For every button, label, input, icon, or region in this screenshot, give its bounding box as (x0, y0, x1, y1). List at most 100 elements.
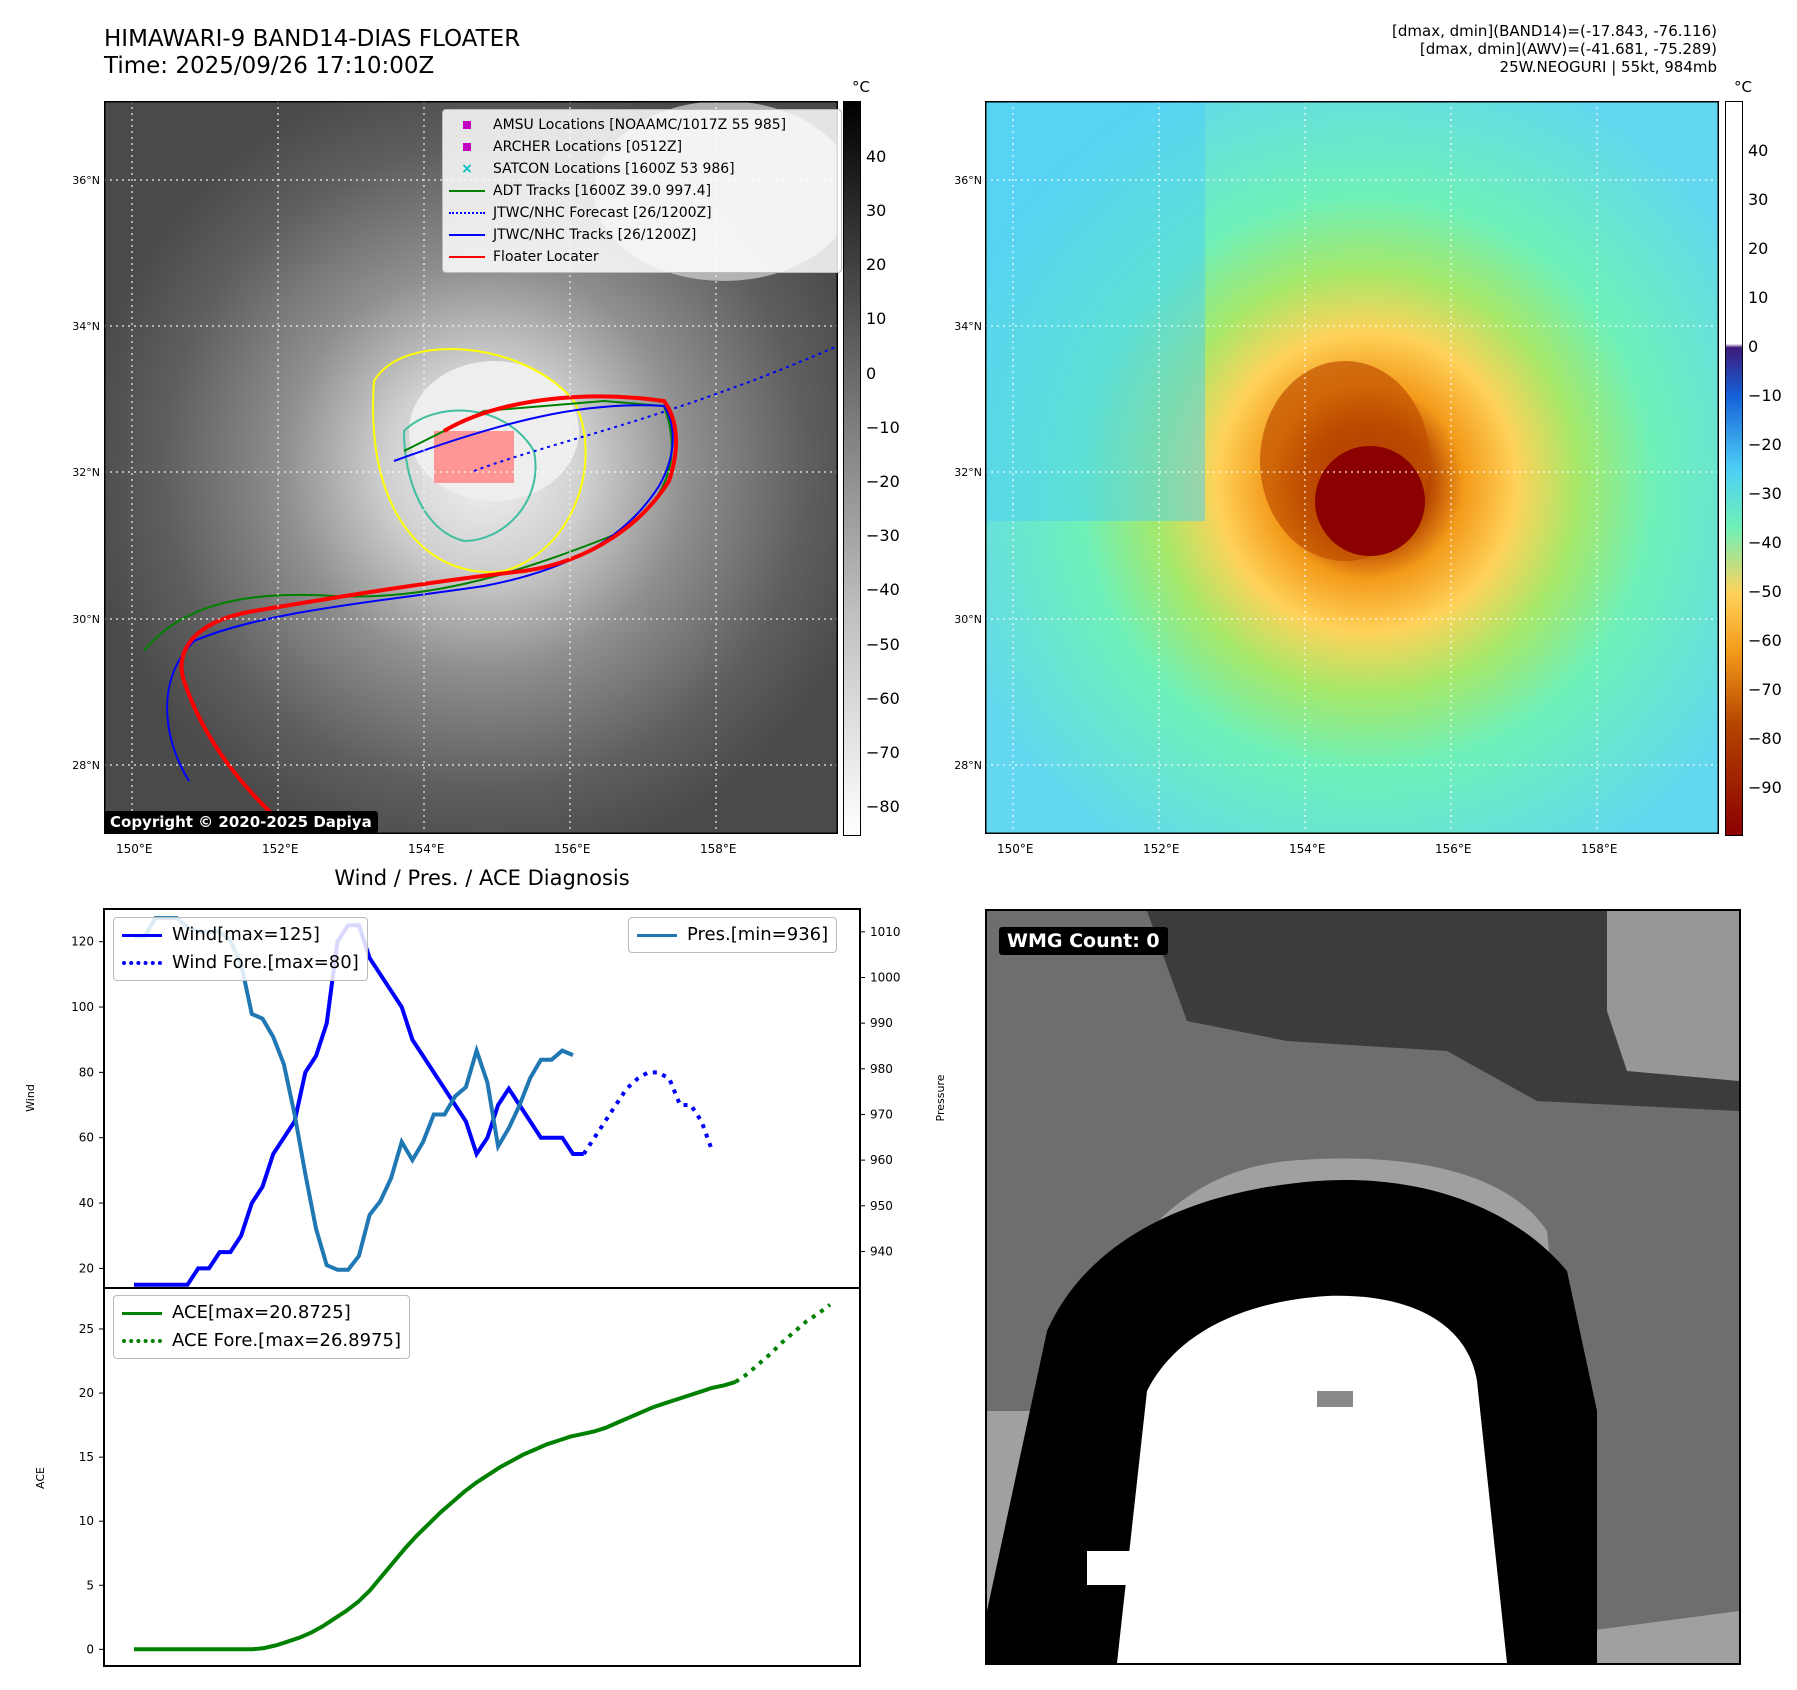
info-line-1: [dmax, dmin](BAND14)=(-17.843, -76.116) (1392, 22, 1717, 40)
legend-entry: JTWC/NHC Forecast [26/1200Z] (449, 202, 835, 224)
y-tick-label: 10 (79, 1514, 94, 1528)
legend-entry: AMSU Locations [NOAAMC/1017Z 55 985] (449, 114, 835, 136)
legend-label: ADT Tracks [1600Z 39.0 997.4] (493, 183, 712, 199)
title-line-1: HIMAWARI-9 BAND14-DIAS FLOATER (104, 26, 521, 52)
legend-label: Floater Locater (493, 249, 599, 265)
copyright-badge: Copyright © 2020-2025 Dapiya (104, 811, 378, 833)
lat-label: 30°N (954, 613, 982, 626)
y2-tick-label: 950 (870, 1199, 893, 1213)
legend-label: JTWC/NHC Tracks [26/1200Z] (493, 227, 697, 243)
lat-label: 28°N (954, 759, 982, 772)
colorbar-tick: 40 (1748, 141, 1769, 160)
colorbar-tick: 30 (1748, 190, 1769, 209)
colorbar-tick: −30 (1748, 484, 1782, 503)
y2-tick-label: 1010 (870, 925, 901, 939)
awv-map-panel (984, 100, 1720, 835)
jtwc-forecast-line (473, 345, 839, 472)
title-line-2: Time: 2025/09/26 17:10:00Z (104, 53, 435, 79)
awv-lat-labels: 36°N 34°N 32°N 30°N 28°N (940, 101, 982, 834)
colorbar-tick: −50 (866, 635, 900, 654)
diagnosis-title: Wind / Pres. / ACE Diagnosis (334, 866, 630, 890)
floater-locater-track (179, 394, 678, 836)
legend-entry: Wind Fore.[max=80] (122, 949, 359, 977)
awv-colorbar-unit: °C (1734, 78, 1752, 96)
legend-label: Wind Fore.[max=80] (172, 952, 359, 973)
ir-lat-labels: 36°N 34°N 32°N 30°N 28°N (58, 101, 100, 834)
y-tick-label: 0 (86, 1642, 94, 1656)
lon-label: 152°E (1143, 842, 1180, 856)
legend-label: ACE[max=20.8725] (172, 1302, 351, 1323)
wind-legend: Wind[max=125] Wind Fore.[max=80] (113, 917, 368, 981)
legend-label: Wind[max=125] (172, 924, 320, 945)
legend-label: Pres.[min=936] (687, 924, 829, 945)
y-tick-label: 60 (79, 1131, 94, 1145)
lon-label: 150°E (997, 842, 1034, 856)
figure-title: HIMAWARI-9 BAND14-DIAS FLOATER Time: 202… (104, 26, 520, 80)
legend-label: ARCHER Locations [0512Z] (493, 139, 683, 155)
y2-tick-label: 970 (870, 1107, 893, 1121)
adt-track-line (143, 399, 673, 652)
lat-label: 28°N (72, 759, 100, 772)
lon-label: 158°E (1581, 842, 1618, 856)
legend-swatch (449, 136, 485, 158)
colorbar-tick: −80 (1748, 729, 1782, 748)
awv-colorbar (1725, 101, 1743, 836)
y2-tick-label: 960 (870, 1153, 893, 1167)
colorbar-tick: −60 (866, 689, 900, 708)
legend-entry: ACE[max=20.8725] (122, 1299, 401, 1327)
floater-box (434, 431, 514, 483)
lon-label: 152°E (262, 842, 299, 856)
diagnostic-info: [dmax, dmin](BAND14)=(-17.843, -76.116) … (1117, 22, 1717, 76)
legend-swatch (449, 114, 485, 136)
y-tick-label: 5 (86, 1578, 94, 1592)
legend-label: AMSU Locations [NOAAMC/1017Z 55 985] (493, 117, 787, 133)
colorbar-tick: −30 (866, 526, 900, 545)
lon-label: 156°E (1435, 842, 1472, 856)
ir-colorbar-unit: °C (852, 78, 870, 96)
legend-entry: Floater Locater (449, 246, 835, 268)
lat-label: 32°N (954, 466, 982, 479)
colorbar-tick: 0 (866, 364, 877, 383)
legend-swatch (122, 1311, 162, 1315)
colorbar-tick: −10 (866, 418, 900, 437)
lat-label: 34°N (954, 320, 982, 333)
legend-swatch (637, 933, 677, 937)
colorbar-tick: −80 (866, 797, 900, 816)
colorbar-tick: 20 (866, 255, 887, 274)
awv-map-image (984, 100, 1720, 835)
y2-tick-label: 990 (870, 1016, 893, 1030)
lat-label: 36°N (72, 174, 100, 187)
legend-swatch: × (461, 161, 473, 177)
lat-label: 36°N (954, 174, 982, 187)
legend-swatch (449, 256, 485, 258)
wmg-count-badge: WMG Count: 0 (999, 927, 1168, 955)
colorbar-tick: 20 (1748, 239, 1769, 258)
pressure-legend: Pres.[min=936] (628, 917, 838, 953)
coldest-cloud-contour (402, 409, 537, 543)
legend-entry: Pres.[min=936] (637, 921, 828, 949)
y-tick-label: 20 (79, 1261, 94, 1275)
colorbar-tick: −70 (866, 743, 900, 762)
colorbar-tick: −40 (1748, 533, 1782, 552)
y-tick-label: 100 (71, 1000, 94, 1014)
map-gridlines (985, 101, 1719, 834)
colorbar-tick: 0 (1748, 337, 1759, 356)
y-tick-label: 40 (79, 1196, 94, 1210)
legend-entry: ACE Fore.[max=26.8975] (122, 1327, 401, 1355)
colorbar-tick: −20 (1748, 435, 1782, 454)
colorbar-tick: −90 (1748, 778, 1782, 797)
legend-entry: × SATCON Locations [1600Z 53 986] (449, 158, 835, 180)
legend-swatch (122, 933, 162, 937)
ir-colorbar (843, 101, 861, 836)
colorbar-tick: 10 (1748, 288, 1769, 307)
y2-tick-label: 980 (870, 1062, 893, 1076)
y-tick-label: 15 (79, 1450, 94, 1464)
lat-label: 32°N (72, 466, 100, 479)
y2-tick-label: 1000 (870, 970, 901, 984)
ace-line-1 (734, 1303, 832, 1384)
ace-series (134, 1303, 832, 1652)
y-tick-label: 25 (79, 1322, 94, 1336)
legend-entry: Wind[max=125] (122, 921, 359, 949)
colorbar-tick: −50 (1748, 582, 1782, 601)
